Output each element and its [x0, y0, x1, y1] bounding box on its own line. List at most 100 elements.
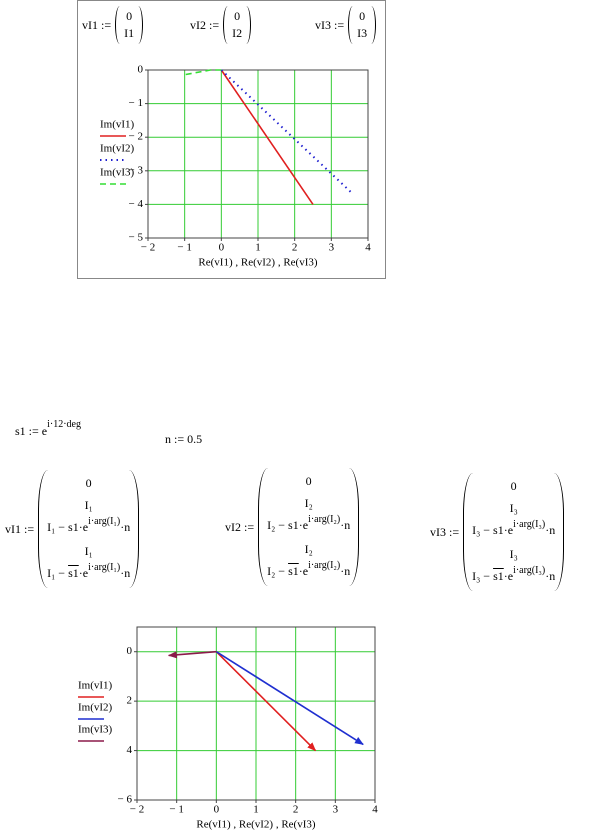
formula-name: vI3 :=	[430, 524, 460, 539]
x-tick-label: − 2	[141, 242, 155, 254]
y-tick-label: 4	[127, 744, 133, 756]
y-tick-label: − 6	[118, 794, 133, 806]
x-tick-label: 2	[292, 242, 298, 254]
series-line	[220, 69, 314, 205]
plot-border	[136, 626, 376, 801]
x-tick-label: 3	[333, 804, 339, 816]
y-tick-label: − 3	[129, 164, 144, 176]
series-line	[220, 69, 353, 194]
x-tick-label: 0	[214, 804, 220, 816]
x-tick-label: 4	[365, 242, 371, 254]
cell-sup: i·arg(I₃)	[513, 565, 546, 576]
cell-pre: I₁ − s1·e	[47, 520, 89, 534]
matrix: 0 I₃ I₃ − s1·ei·arg(I₃)·n I₃ I₃ − s1·ei·arg(…	[463, 473, 565, 591]
matrix-cell: I2	[232, 26, 243, 40]
cell-pre: I₂	[304, 496, 313, 510]
cell-pre: I₃ −	[472, 569, 494, 583]
legend-label: Im(vI2)	[78, 702, 113, 714]
cell-pre: I₁	[84, 544, 93, 558]
matrix: 0 I1	[115, 6, 144, 44]
cell-post: ·n	[340, 518, 351, 532]
cell-pre: I₃ − s1·e	[472, 523, 514, 537]
matrix-cell: 0	[126, 9, 133, 23]
legend-label: Im(vI1)	[100, 119, 135, 131]
cell-pre: I₂	[304, 542, 313, 556]
formula-name: vI2 :=	[190, 17, 220, 32]
x-tick-label: 0	[219, 242, 225, 254]
cell-pre: I₁	[84, 498, 93, 512]
formula-name: vI1 :=	[82, 17, 112, 32]
matrix-row: 0	[47, 472, 130, 494]
cell-post: ·n	[120, 520, 131, 534]
matrix-row: 0	[267, 470, 350, 492]
matrix-row: I₁ − s1·ei·arg(I₁)·n	[47, 562, 130, 586]
y-tick-label: 0	[127, 645, 133, 657]
matrix-formula: vI2 := 0 I₂ I₂ − s1·ei·arg(I₂)·n I₂ I₂ − s1·e…	[225, 468, 360, 586]
matrix-row: I₂ − s1·ei·arg(I₂)·n	[267, 514, 350, 538]
series-line	[215, 651, 364, 746]
cell-pre: I₁ −	[47, 566, 69, 580]
x-axis-label: Re(vI1) , Re(vI2) , Re(vI3)	[198, 257, 317, 269]
legend-label: Im(vI1)	[78, 680, 113, 692]
x-tick-label: − 2	[130, 804, 144, 816]
x-tick-label: 2	[293, 804, 299, 816]
cell-post: ·n	[545, 523, 556, 537]
cell-sup: i·arg(I₃)	[513, 519, 546, 530]
series-line	[182, 69, 222, 76]
matrix: 0 I3	[348, 6, 377, 44]
matrix-row: I₂	[267, 538, 350, 560]
x-tick-label: 1	[253, 804, 259, 816]
matrix-row: I₁	[47, 494, 130, 516]
matrix: 0 I₁ I₁ − s1·ei·arg(I₁)·n I₁ I₁ − s1·ei·arg(…	[38, 470, 140, 588]
y-tick-label: 2	[127, 695, 133, 707]
cell-pre: I₂ − s1·e	[267, 518, 309, 532]
matrix-row: I₃ − s1·ei·arg(I₃)·n	[472, 519, 555, 543]
cell-pre: 0	[510, 479, 517, 493]
formula: vI3 := 0 I3	[315, 6, 377, 44]
matrix-cell: I1	[124, 26, 135, 40]
matrix-row: I₁	[47, 540, 130, 562]
cell-pre: 0	[85, 476, 92, 490]
matrix-formula: vI3 := 0 I₃ I₃ − s1·ei·arg(I₃)·n I₃ I₃ − s1·e…	[430, 473, 565, 591]
x-axis-label: Re(vI1) , Re(vI2) , Re(vI3)	[196, 819, 315, 831]
cell-bar: s1	[68, 566, 79, 580]
cell-post: ·n	[340, 564, 351, 578]
cell-pre: I₃	[509, 547, 518, 561]
s1-text: s1 := e	[15, 424, 48, 438]
x-tick-label: − 1	[177, 242, 191, 254]
formula-name: vI3 :=	[315, 17, 345, 32]
cell-mid: ·e	[503, 569, 514, 583]
legend-label: Im(vI2)	[100, 143, 135, 155]
y-tick-label: − 4	[129, 198, 144, 210]
plot-region-frame	[77, 0, 386, 279]
matrix-cell: 0	[234, 9, 241, 23]
cell-sup: i·arg(I₁)	[88, 516, 121, 527]
matrix-row: I₃	[472, 543, 555, 565]
formula-name: vI2 :=	[225, 519, 255, 534]
matrix-row: I₂	[267, 492, 350, 514]
matrix-row: I₁ − s1·ei·arg(I₁)·n	[47, 516, 130, 540]
x-tick-label: 3	[329, 242, 335, 254]
s1-definition: s1 := e i·12·deg	[15, 419, 81, 439]
matrix: 0 I₂ I₂ − s1·ei·arg(I₂)·n I₂ I₂ − s1·ei·arg(…	[258, 468, 360, 586]
x-tick-label: 4	[372, 804, 378, 816]
s1-exponent: i·12·deg	[47, 419, 81, 430]
matrix-formula: vI1 := 0 I₁ I₁ − s1·ei·arg(I₁)·n I₁ I₁ − s1·e…	[5, 470, 140, 588]
cell-pre: 0	[305, 474, 312, 488]
cell-post: ·n	[545, 569, 556, 583]
cell-pre: I₂ −	[267, 564, 289, 578]
y-tick-label: − 5	[129, 232, 144, 244]
cell-bar: s1	[288, 564, 299, 578]
matrix: 0 I2	[223, 6, 252, 44]
series-line	[167, 650, 217, 659]
x-tick-label: − 1	[169, 804, 183, 816]
y-tick-label: 0	[138, 64, 144, 76]
matrix-row: 0	[472, 475, 555, 497]
matrix-row: I₂ − s1·ei·arg(I₂)·n	[267, 560, 350, 584]
legend-label: Im(vI3)	[78, 724, 113, 736]
x-tick-label: 1	[255, 242, 261, 254]
formula: vI1 := 0 I1	[82, 6, 144, 44]
matrix-row: I₃	[472, 497, 555, 519]
